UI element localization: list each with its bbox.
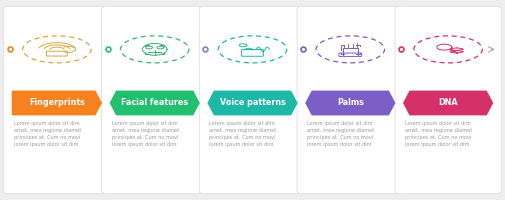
Text: Lorem ipsum dolor sit dim
amet, mea regione diamet
principes at. Cum no movi
lor: Lorem ipsum dolor sit dim amet, mea regi… bbox=[14, 121, 81, 147]
Text: Voice patterns: Voice patterns bbox=[220, 98, 285, 107]
FancyBboxPatch shape bbox=[102, 6, 208, 194]
FancyBboxPatch shape bbox=[4, 6, 110, 194]
Text: Fingerprints: Fingerprints bbox=[29, 98, 85, 107]
Text: Lorem ipsum dolor sit dim
amet, mea regione diamet
principes at. Cum no movi
lor: Lorem ipsum dolor sit dim amet, mea regi… bbox=[210, 121, 277, 147]
FancyBboxPatch shape bbox=[395, 6, 501, 194]
FancyBboxPatch shape bbox=[297, 6, 403, 194]
Polygon shape bbox=[403, 91, 493, 115]
FancyBboxPatch shape bbox=[199, 6, 306, 194]
Polygon shape bbox=[110, 91, 200, 115]
Text: Lorem ipsum dolor sit dim
amet, mea regione diamet
principes at. Cum no movi
lor: Lorem ipsum dolor sit dim amet, mea regi… bbox=[112, 121, 179, 147]
Text: Lorem ipsum dolor sit dim
amet, mea regione diamet
principes at. Cum no movi
lor: Lorem ipsum dolor sit dim amet, mea regi… bbox=[405, 121, 472, 147]
Text: DNA: DNA bbox=[438, 98, 458, 107]
Text: Facial features: Facial features bbox=[121, 98, 188, 107]
Polygon shape bbox=[208, 91, 297, 115]
Text: Palms: Palms bbox=[337, 98, 364, 107]
Text: Lorem ipsum dolor sit dim
amet, mea regione diamet
principes at. Cum no movi
lor: Lorem ipsum dolor sit dim amet, mea regi… bbox=[307, 121, 374, 147]
Polygon shape bbox=[12, 91, 102, 115]
Polygon shape bbox=[305, 91, 395, 115]
